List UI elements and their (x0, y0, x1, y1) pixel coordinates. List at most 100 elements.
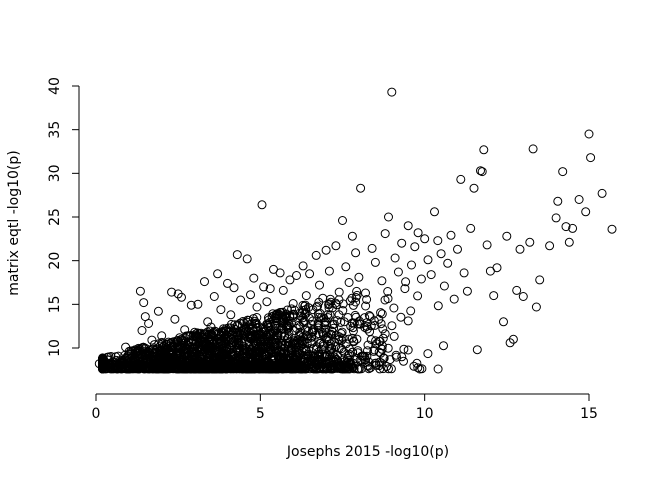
data-point (278, 314, 288, 324)
data-point (336, 363, 346, 373)
data-point (302, 331, 312, 341)
data-point (174, 357, 184, 367)
data-point (311, 330, 321, 340)
data-point (323, 361, 333, 371)
data-point (365, 363, 375, 373)
x-tick-label: 0 (92, 406, 101, 422)
data-point (268, 309, 278, 319)
data-point (314, 297, 324, 307)
data-point (249, 273, 259, 283)
data-point (377, 276, 387, 286)
data-point (489, 291, 499, 301)
y-tick-label: 30 (47, 164, 63, 182)
data-point (339, 317, 349, 327)
data-point (226, 310, 236, 320)
data-point (352, 319, 362, 329)
data-point (321, 328, 331, 337)
data-point (235, 343, 244, 353)
data-point (607, 224, 617, 234)
data-point (242, 254, 252, 264)
data-point (313, 318, 323, 328)
data-point (219, 327, 229, 337)
data-point (443, 258, 453, 268)
data-point (139, 298, 149, 308)
data-point (324, 299, 334, 309)
data-point (304, 303, 313, 313)
x-axis-label: Josephs 2015 -log10(p) (286, 444, 449, 460)
data-point (315, 339, 325, 348)
data-point (403, 345, 413, 355)
data-point (298, 261, 308, 271)
data-point (336, 329, 346, 338)
data-point (331, 241, 341, 251)
data-point (234, 357, 244, 367)
data-point (284, 321, 294, 331)
data-point (331, 330, 341, 340)
data-point (413, 228, 423, 238)
data-point (508, 334, 518, 344)
data-point (324, 300, 334, 310)
data-point (347, 231, 357, 241)
data-point (252, 302, 262, 312)
data-point (423, 255, 433, 265)
data-point (300, 357, 310, 367)
data-point (397, 352, 407, 362)
data-point (545, 241, 555, 251)
data-point (409, 361, 419, 371)
data-point (221, 326, 231, 336)
data-point (344, 278, 354, 287)
data-point (304, 313, 314, 323)
data-point (211, 347, 221, 356)
data-point (234, 332, 244, 342)
y-tick-label: 25 (47, 208, 63, 226)
data-point (453, 244, 462, 254)
data-point (242, 317, 252, 327)
data-point (439, 281, 449, 291)
data-point (476, 166, 485, 176)
data-point (371, 336, 381, 346)
data-point (164, 363, 174, 373)
data-point (386, 364, 396, 374)
data-point (144, 319, 154, 328)
data-point (312, 356, 322, 366)
data-point (98, 364, 108, 374)
data-point (380, 329, 390, 339)
data-point (390, 253, 400, 263)
data-point (352, 290, 362, 300)
y-tick-label: 35 (47, 121, 63, 139)
data-point (356, 183, 366, 193)
data-point (264, 357, 274, 367)
data-point (154, 362, 164, 372)
data-point (348, 300, 358, 310)
data-point (423, 349, 433, 359)
data-point (186, 300, 196, 310)
data-point (173, 342, 183, 352)
data-point (298, 313, 308, 323)
data-point (271, 314, 281, 324)
data-point (574, 195, 584, 204)
data-point (209, 292, 219, 301)
data-point (348, 347, 358, 357)
data-point (266, 348, 276, 358)
data-point (189, 349, 199, 359)
data-point (106, 358, 116, 368)
data-point (341, 262, 351, 272)
data-point (248, 364, 258, 374)
data-point (305, 269, 315, 279)
data-point (558, 167, 568, 177)
data-point (413, 363, 423, 373)
data-point (407, 260, 416, 270)
data-point (173, 289, 183, 299)
data-point (285, 275, 295, 285)
data-point (205, 364, 215, 374)
data-point (436, 249, 446, 259)
data-point (248, 348, 258, 358)
data-point (348, 362, 358, 372)
data-point (154, 339, 164, 349)
data-point (222, 361, 232, 371)
data-point (259, 282, 269, 292)
data-point (275, 346, 285, 356)
data-point (426, 270, 436, 280)
data-point (466, 223, 476, 233)
